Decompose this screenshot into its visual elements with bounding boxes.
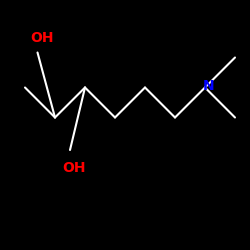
Text: N: N	[203, 79, 214, 93]
Text: OH: OH	[30, 30, 54, 44]
Text: OH: OH	[62, 160, 86, 174]
